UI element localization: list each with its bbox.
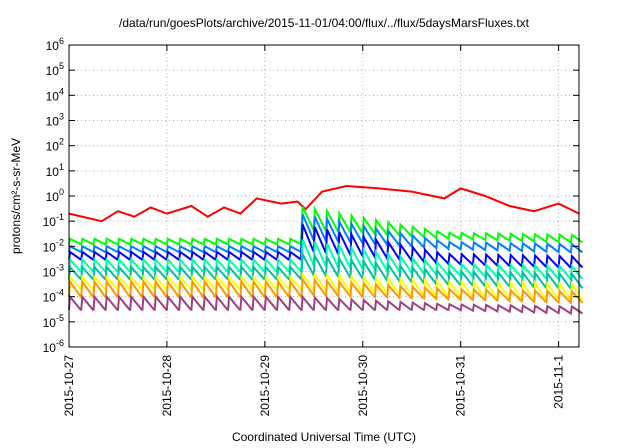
y-tick-label: 102: [46, 137, 64, 154]
x-tick-label: 2015-10-27: [62, 355, 76, 417]
ticks: [68, 44, 579, 348]
y-tick-label: 104: [46, 86, 64, 103]
y-tick-label: 10-1: [43, 212, 64, 229]
series-layer: [68, 184, 584, 316]
y-tick-label: 10-6: [43, 338, 64, 355]
chart-title: /data/run/goesPlots/archive/2015-11-01/0…: [119, 16, 530, 30]
x-tick-labels: 2015-10-27 2015-10-28 2015-10-29 2015-10-30…: [62, 355, 566, 417]
x-tick-label: 2015-10-29: [258, 355, 272, 417]
series-line-7: [68, 276, 584, 305]
y-tick-label: 100: [46, 187, 64, 204]
x-tick-label: 2015-10-31: [454, 355, 468, 417]
y-tick-label: 10-4: [43, 288, 64, 305]
y-tick-labels: 106 105 104 103 102 101 100 10-1 10-2 10-3 10-4 10-…: [43, 36, 64, 355]
x-tick-label: 2015-11-1: [552, 355, 566, 409]
y-tick-label: 10-3: [43, 263, 64, 280]
x-tick-label: 2015-10-30: [356, 355, 370, 417]
x-tick-label: 2015-10-28: [160, 355, 174, 417]
series-line-8: [68, 294, 584, 316]
y-tick-label: 10-5: [43, 313, 64, 330]
x-axis-label: Coordinated Universal Time (UTC): [232, 430, 416, 444]
y-axis-label: protons/cm²-s-sr-MeV: [9, 138, 23, 254]
y-tick-label: 101: [46, 162, 64, 179]
series-line-0: [68, 184, 580, 223]
y-tick-label: 10-2: [43, 237, 64, 254]
grid: [68, 44, 579, 348]
y-tick-label: 105: [46, 61, 64, 78]
y-tick-label: 106: [46, 36, 64, 53]
y-tick-label: 103: [46, 112, 64, 129]
